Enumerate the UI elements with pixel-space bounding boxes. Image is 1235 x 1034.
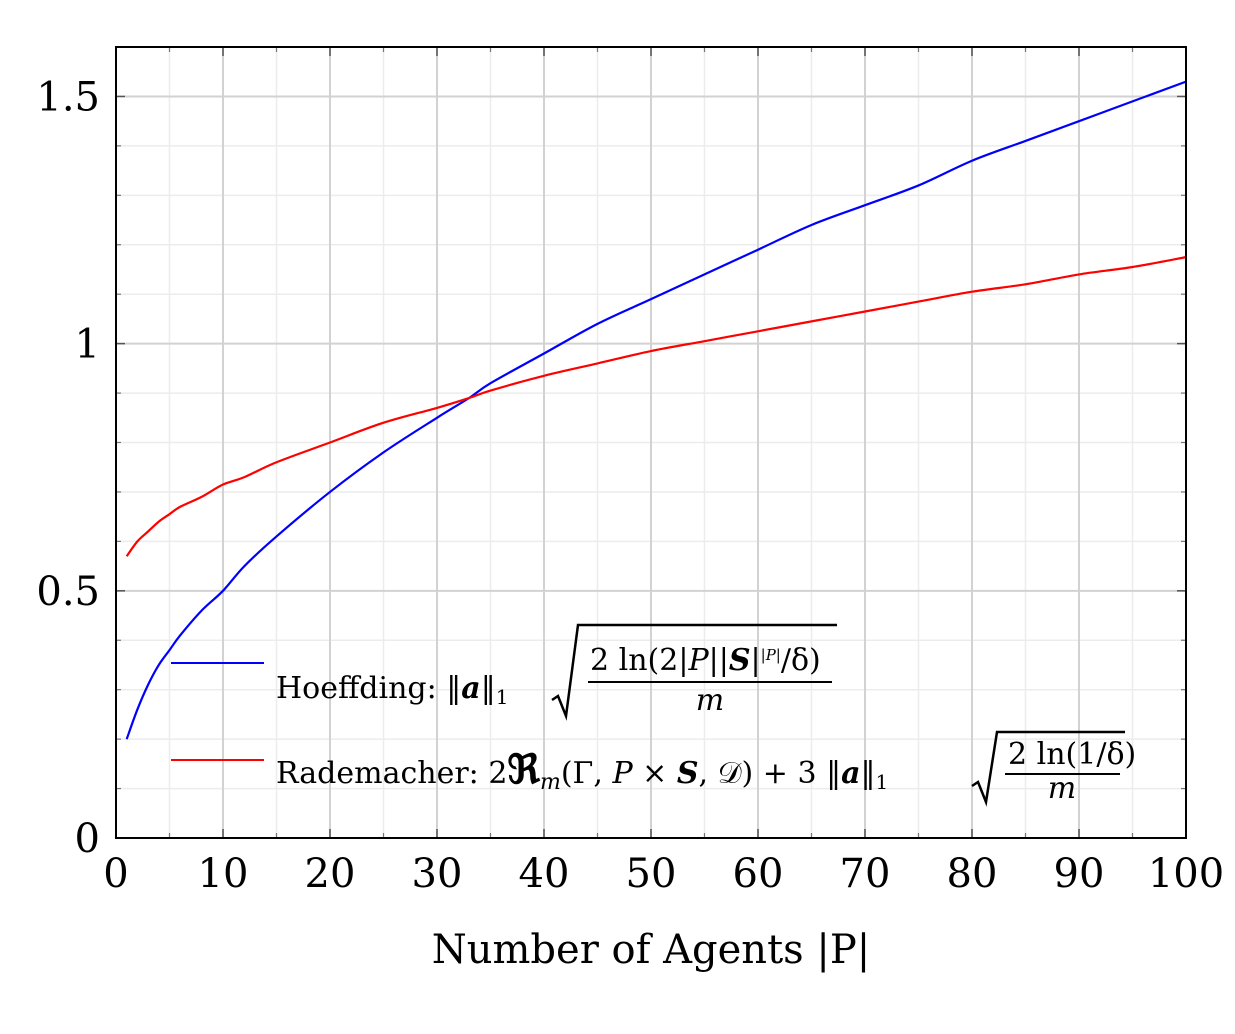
series-line-rademacher: [125, 256, 1187, 557]
x-axis-label: Number of Agents |P|: [432, 927, 871, 973]
x-tick-label: 40: [519, 851, 570, 897]
legend-label-rademacher: Rademacher: 2ℜm(Γ, P × S, 𝒟) + 3 ‖a‖1: [276, 746, 888, 795]
x-tick-label: 90: [1054, 851, 1105, 897]
major-grid: [116, 47, 1186, 838]
svg-text:2 ln(1/δ): 2 ln(1/δ): [1008, 737, 1136, 772]
svg-text:m: m: [696, 683, 724, 718]
y-tick-label: 1.5: [36, 74, 100, 120]
x-tick-label: 80: [947, 851, 998, 897]
y-tick-label: 0: [75, 816, 100, 862]
x-tick-label: 20: [305, 851, 356, 897]
legend-name-hoeffding: Hoeffding: [276, 671, 427, 706]
x-tick-label: 100: [1148, 851, 1224, 897]
series-lines: [125, 80, 1187, 740]
y-tick-label: 0.5: [36, 569, 100, 615]
hoeffding-sqrt-term: 2 ln(2|P||S||P|/δ) m: [551, 623, 837, 721]
legend-name-rademacher: Rademacher: [276, 756, 469, 791]
x-tick-labels: 0 10 20 30 40 50 60 70 80 90 100: [103, 851, 1224, 897]
rademacher-sqrt-term: 2 ln(1/δ) m: [971, 730, 1136, 807]
x-tick-label: 50: [626, 851, 677, 897]
legend-label-hoeffding: Hoeffding: ‖a‖1: [276, 671, 508, 709]
x-tick-label: 10: [198, 851, 249, 897]
y-tick-label: 1: [75, 322, 100, 368]
svg-text:m: m: [1048, 771, 1076, 806]
y-tick-labels: 0 0.5 1 1.5: [36, 74, 100, 862]
plot-frame: [115, 46, 1187, 839]
svg-text:2 ln(2|P||S||P|/δ): 2 ln(2|P||S||P|/δ): [590, 643, 821, 678]
legend: Hoeffding: ‖a‖1 2 ln(2|P||S||P|/δ) m Rad…: [171, 623, 1136, 807]
x-tick-label: 30: [412, 851, 463, 897]
x-tick-label: 60: [733, 851, 784, 897]
x-tick-label: 70: [840, 851, 891, 897]
series-line-hoeffding: [125, 80, 1187, 740]
x-tick-label: 0: [103, 851, 128, 897]
